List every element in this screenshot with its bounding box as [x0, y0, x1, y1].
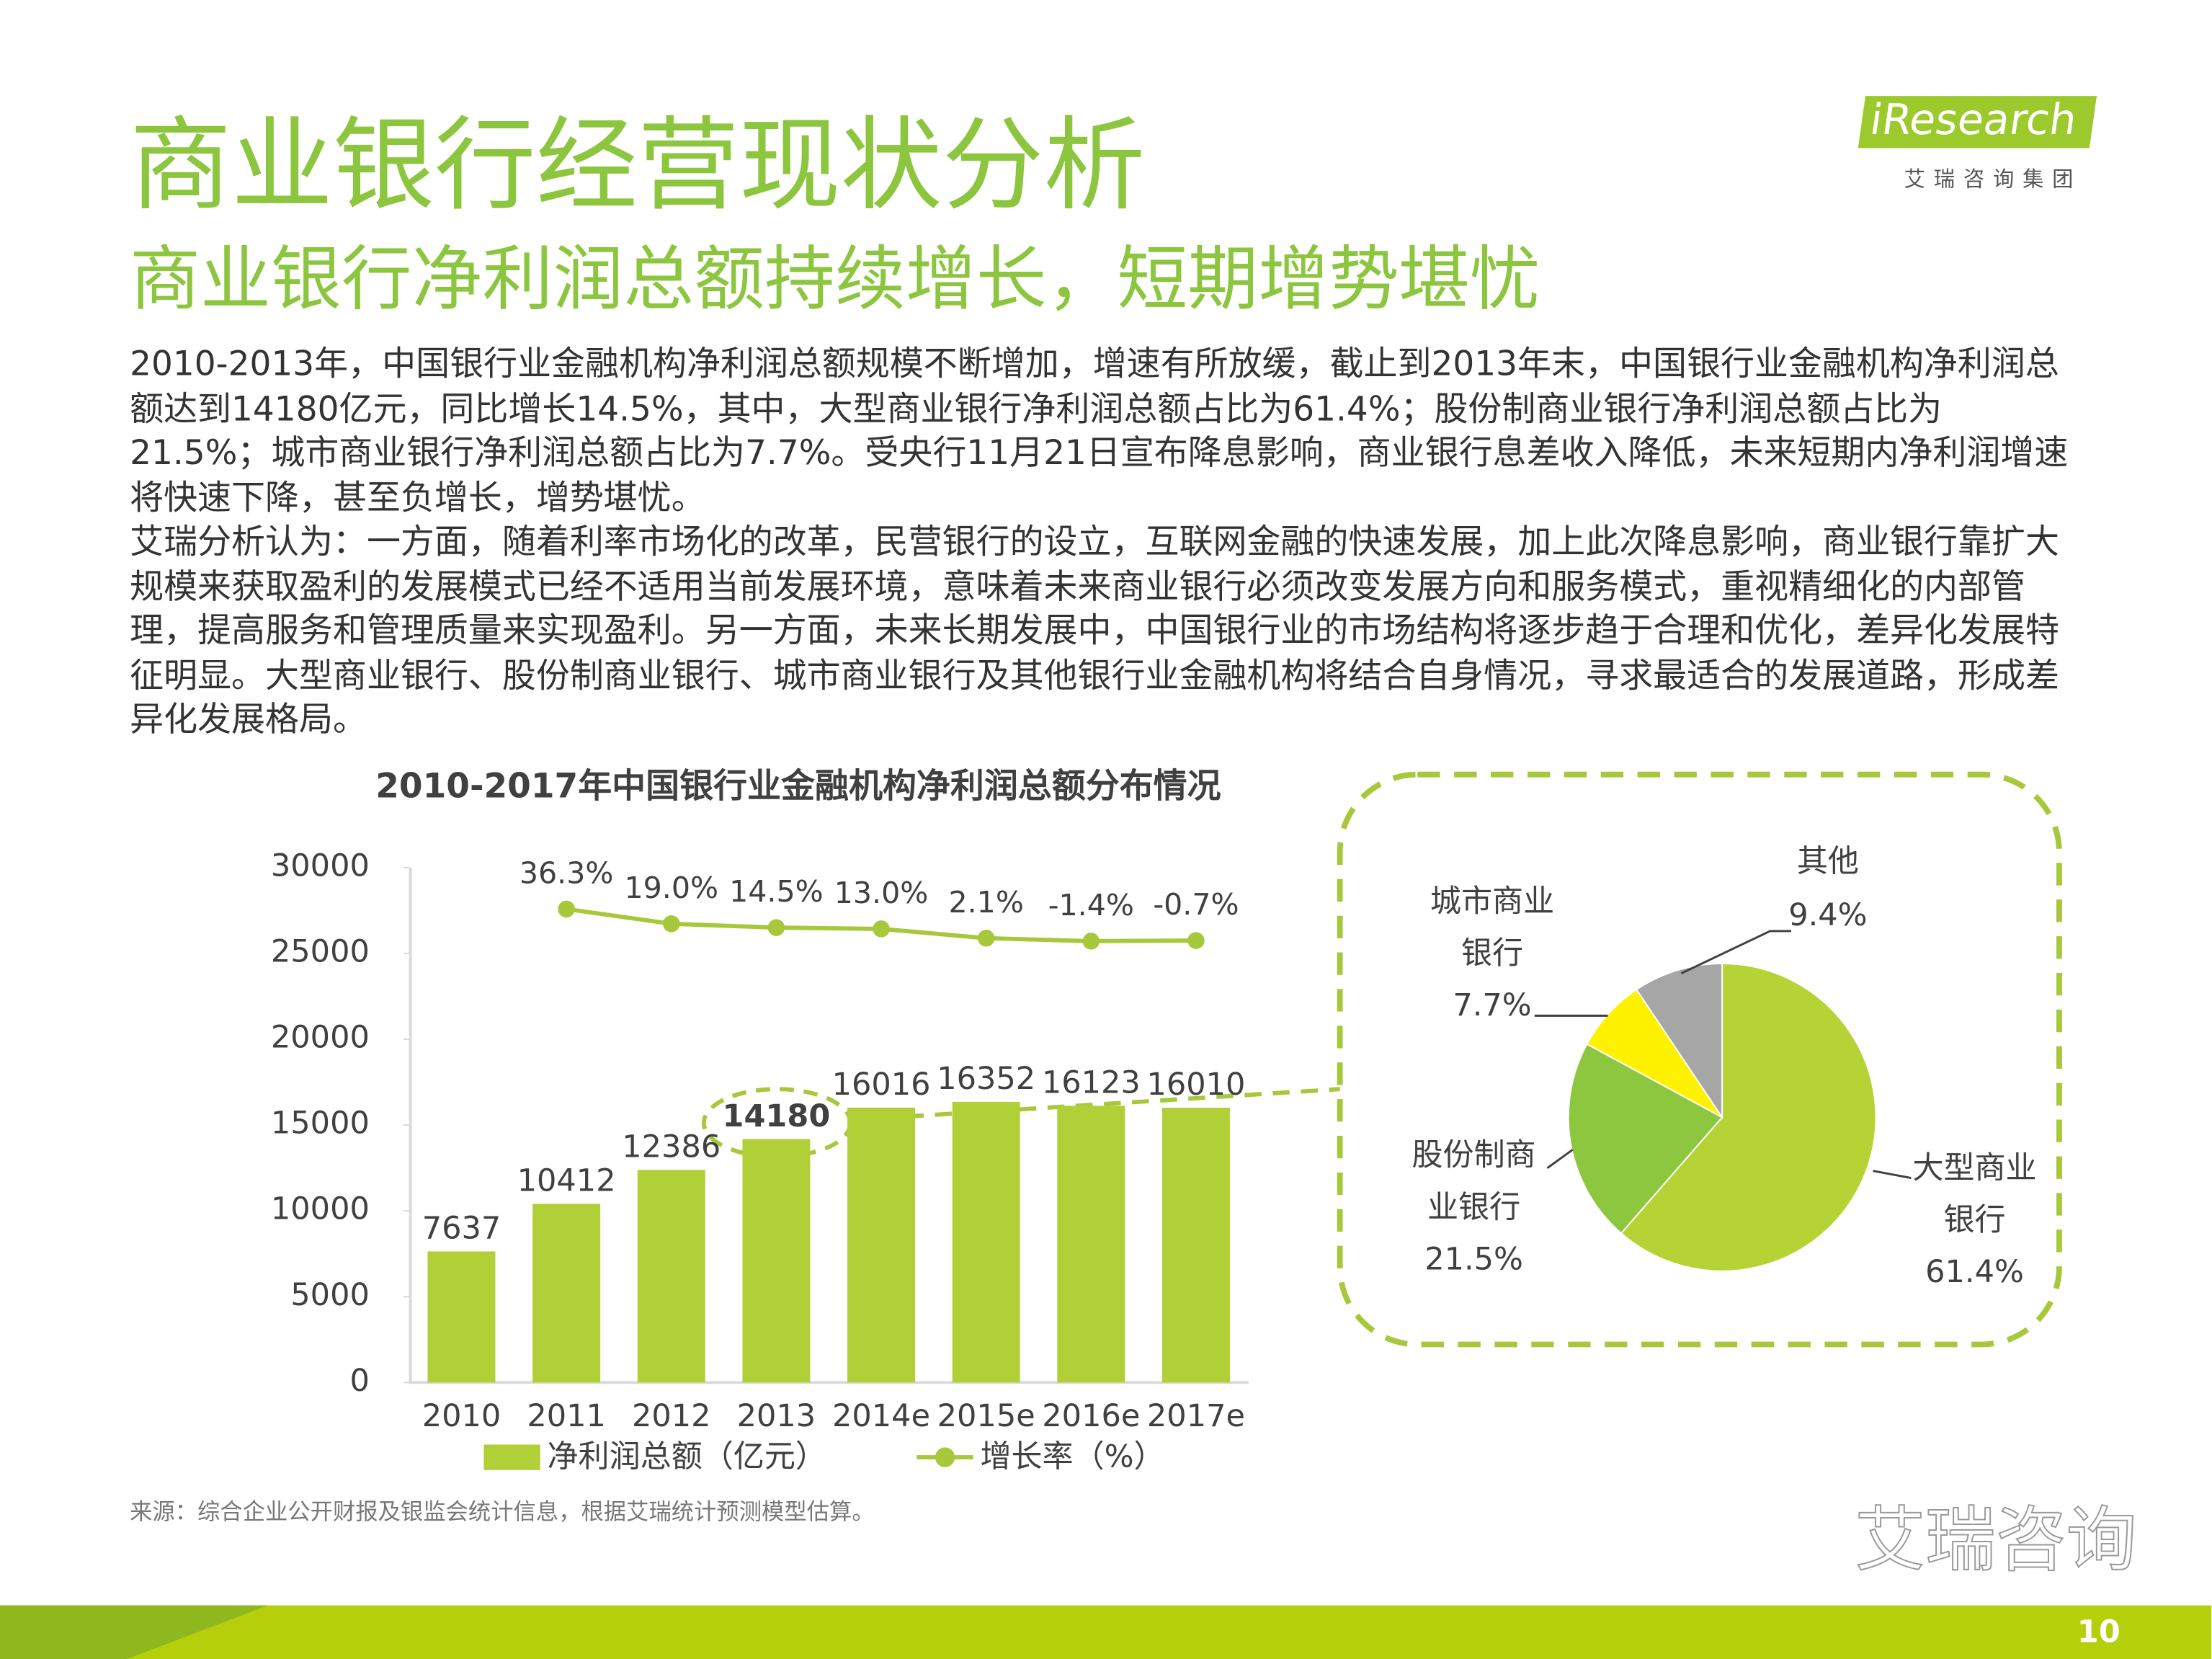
legend-swatch: [483, 1444, 540, 1470]
page-number: 10: [2077, 1614, 2120, 1650]
x-tick-label: 2013: [737, 1398, 816, 1434]
subtitle: 商业银行净利润总额持续增长，短期增势堪忧: [130, 238, 1540, 321]
growth-point: [1187, 932, 1205, 949]
leader-line: [1680, 930, 1792, 975]
pie-slice: [1620, 962, 1877, 1272]
bar-label: 16352: [937, 1061, 1035, 1097]
chart-title: 2010-2017年中国银行业金融机构净利润总额分布情况: [375, 767, 1221, 806]
footer-band: [0, 1605, 2212, 1659]
watermark: 艾瑞咨询: [1855, 1499, 2136, 1581]
y-tick-label: 5000: [290, 1277, 370, 1313]
pie-label: 城市商业银行: [1430, 883, 1554, 971]
x-tick-label: 2011: [527, 1398, 606, 1434]
y-tick-label: 15000: [271, 1106, 370, 1142]
bar: [952, 1101, 1020, 1383]
y-tick-label: 25000: [271, 933, 370, 969]
bar: [427, 1251, 496, 1383]
leader-line: [1873, 1170, 1912, 1179]
bar: [532, 1204, 601, 1383]
y-tick-label: 10000: [271, 1191, 370, 1227]
pie-value: 61.4%: [1925, 1254, 2024, 1290]
title: 商业银行经营现状分析: [130, 105, 1146, 225]
legend-label: 净利润总额（亿元）: [548, 1439, 826, 1475]
y-tick-label: 0: [349, 1363, 369, 1399]
growth-label: -1.4%: [1048, 888, 1134, 922]
pie-slice: [1635, 962, 1723, 1120]
bar: [847, 1107, 916, 1383]
source: 来源：综合企业公开财报及银监会统计信息，根据艾瑞统计预测模型估算。: [130, 1498, 875, 1526]
pie-value: 7.7%: [1453, 987, 1531, 1023]
connector: [850, 1087, 1340, 1123]
growth-point: [977, 930, 995, 947]
x-tick-label: 2016e: [1042, 1398, 1140, 1434]
pie-value: 9.4%: [1788, 897, 1867, 933]
growth-point: [1082, 933, 1100, 950]
bar-label: 16010: [1146, 1067, 1245, 1103]
pie-slice: [1567, 1043, 1723, 1235]
x-tick-label: 2015e: [937, 1398, 1035, 1434]
bar: [1161, 1108, 1230, 1383]
growth-label: -0.7%: [1153, 887, 1239, 922]
y-tick-label: 30000: [271, 848, 370, 884]
paragraph: 艾瑞分析认为：一方面，随着利率市场化的改革，民营银行的设立，互联网金融的快速发展…: [130, 522, 2059, 739]
legend-marker: [935, 1447, 955, 1467]
x-tick-label: 2010: [422, 1398, 501, 1434]
x-tick-label: 2014e: [832, 1398, 930, 1434]
bar-label: 14180: [723, 1098, 831, 1134]
bar-label: 16123: [1042, 1064, 1141, 1100]
x-tick-label: 2012: [632, 1398, 711, 1434]
pie-label: 股份制商业银行: [1412, 1137, 1535, 1225]
pie-label: 其他: [1797, 843, 1859, 879]
highlight-box: [1337, 771, 2062, 1348]
growth-point: [558, 900, 575, 918]
growth-label: 19.0%: [624, 871, 718, 905]
body-text: 2010-2013年，中国银行业金融机构净利润总额规模不断增加，增速有所放缓，截…: [130, 343, 2083, 743]
growth-point: [663, 915, 680, 933]
growth-point: [767, 919, 785, 936]
bar-label: 12386: [622, 1129, 721, 1165]
bar-label: 10412: [517, 1163, 616, 1199]
bar-label: 16016: [832, 1067, 931, 1103]
growth-label: 36.3%: [519, 855, 614, 890]
footer-accent: [0, 1605, 268, 1659]
bar: [1057, 1106, 1125, 1383]
leader-line: [1546, 1149, 1574, 1170]
pie-label: 大型商业银行: [1912, 1149, 2036, 1237]
growth-label: 13.0%: [834, 876, 929, 910]
paragraph: 2010-2013年，中国银行业金融机构净利润总额规模不断增加，增速有所放缓，截…: [130, 344, 2069, 517]
x-tick-label: 2017e: [1147, 1398, 1245, 1434]
legend-label: 增长率（%）: [980, 1439, 1164, 1475]
bar-label: 7637: [422, 1211, 501, 1247]
y-tick-label: 20000: [271, 1020, 370, 1056]
bar: [637, 1170, 705, 1383]
growth-point: [873, 920, 890, 938]
logo-company: 艾瑞咨询集团: [1904, 166, 2082, 192]
growth-label: 14.5%: [729, 874, 824, 909]
pie-value: 21.5%: [1424, 1242, 1523, 1278]
growth-label: 2.1%: [948, 885, 1023, 920]
pie-slice: [1586, 988, 1723, 1118]
bar: [742, 1139, 811, 1383]
